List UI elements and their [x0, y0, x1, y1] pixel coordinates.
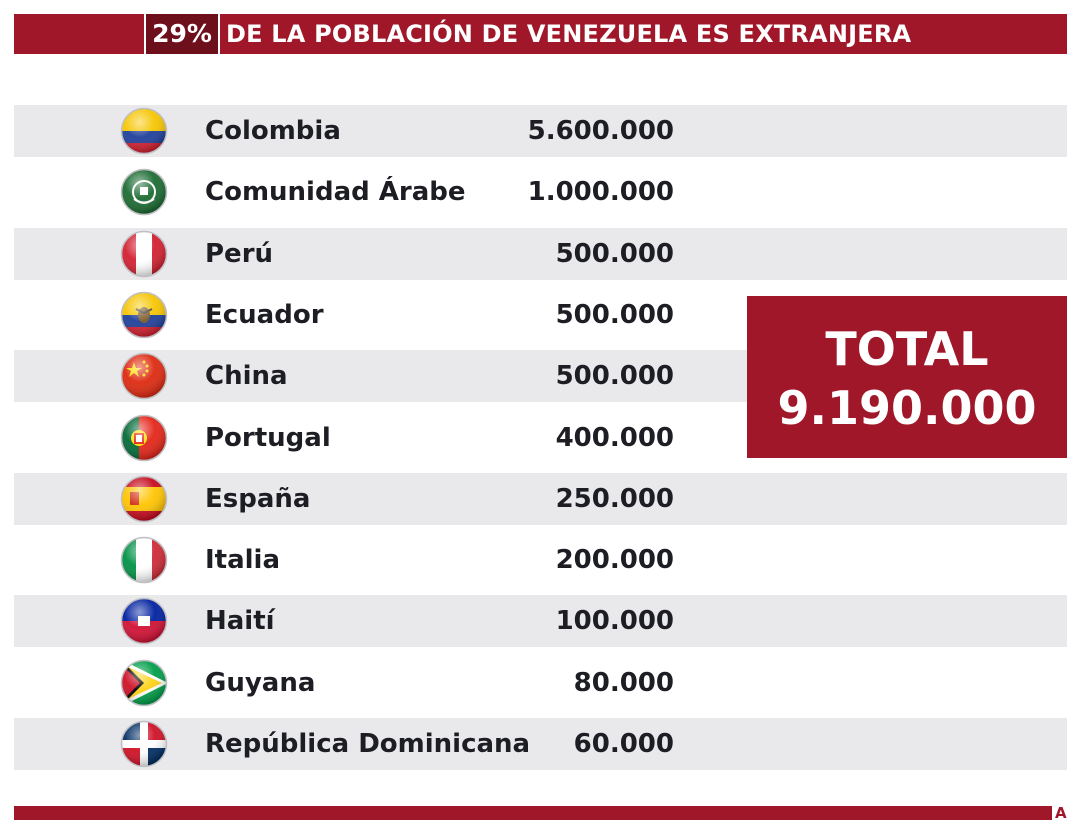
country-value: 100.000 [555, 606, 674, 637]
country-label: Ecuador [205, 299, 324, 330]
country-label: China [205, 361, 288, 392]
table-row: Portugal 400.000 [14, 412, 1067, 464]
colombia-flag-icon [120, 107, 168, 155]
table-row: España 250.000 [14, 472, 1067, 525]
percent-badge: 29% [144, 14, 220, 54]
table-row: Perú 500.000 [14, 227, 1067, 280]
table-row: Comunidad Árabe 1.000.000 [14, 166, 1067, 218]
country-label: República Dominicana [205, 729, 531, 759]
ecuador-flag-icon [120, 291, 168, 339]
table-row: Guyana 80.000 [14, 657, 1067, 709]
country-value: 500.000 [555, 299, 674, 330]
table-row: Haití 100.000 [14, 595, 1067, 648]
country-value: 250.000 [555, 483, 674, 514]
header-bar: 29% DE LA POBLACIÓN DE VENEZUELA ES EXTR… [14, 14, 1067, 54]
total-box: TOTAL 9.190.000 [747, 296, 1067, 458]
total-label: TOTAL [825, 322, 989, 376]
table-row: Colombia 5.600.000 [14, 105, 1067, 157]
italy-flag-icon [120, 536, 168, 584]
arab-league-flag-icon [120, 168, 168, 216]
country-value: 400.000 [555, 422, 674, 453]
country-label: Italia [205, 545, 281, 576]
brand-logo: A [1055, 804, 1067, 822]
guyana-flag-icon [120, 659, 168, 707]
spain-flag-icon [120, 475, 168, 523]
country-value: 200.000 [555, 545, 674, 576]
country-value: 80.000 [573, 667, 674, 698]
country-label: Perú [205, 238, 274, 269]
country-value: 5.600.000 [527, 116, 674, 146]
table-row: Italia 200.000 [14, 534, 1067, 586]
total-value: 9.190.000 [777, 381, 1037, 435]
country-value: 500.000 [555, 361, 674, 392]
dominican-republic-flag-icon [120, 720, 168, 768]
country-label: Portugal [205, 422, 331, 453]
country-value: 1.000.000 [527, 177, 674, 208]
peru-flag-icon [120, 230, 168, 278]
footer-bar [14, 806, 1052, 820]
china-flag-icon [120, 352, 168, 400]
table-row: República Dominicana 60.000 [14, 718, 1067, 770]
country-label: Comunidad Árabe [205, 177, 466, 208]
country-value: 60.000 [573, 729, 674, 759]
country-label: Haití [205, 606, 275, 637]
haiti-flag-icon [120, 597, 168, 645]
headline: DE LA POBLACIÓN DE VENEZUELA ES EXTRANJE… [226, 20, 912, 48]
country-label: Guyana [205, 667, 316, 698]
table-row: Ecuador 500.000 [14, 289, 1067, 341]
country-label: Colombia [205, 116, 341, 146]
country-value: 500.000 [555, 238, 674, 269]
portugal-flag-icon [120, 414, 168, 462]
country-label: España [205, 483, 311, 514]
